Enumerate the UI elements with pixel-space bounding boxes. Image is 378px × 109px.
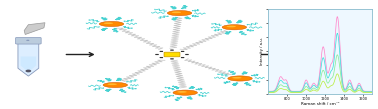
- Ellipse shape: [99, 21, 124, 27]
- Ellipse shape: [103, 82, 127, 88]
- Circle shape: [26, 40, 29, 41]
- Ellipse shape: [104, 22, 113, 24]
- Ellipse shape: [25, 70, 31, 72]
- Ellipse shape: [167, 10, 192, 16]
- Ellipse shape: [232, 77, 242, 79]
- FancyBboxPatch shape: [164, 52, 180, 57]
- FancyBboxPatch shape: [181, 57, 184, 58]
- FancyBboxPatch shape: [160, 57, 163, 58]
- Ellipse shape: [107, 83, 117, 85]
- FancyBboxPatch shape: [160, 51, 163, 52]
- FancyBboxPatch shape: [186, 54, 189, 55]
- Ellipse shape: [177, 91, 187, 93]
- Ellipse shape: [228, 76, 252, 81]
- Y-axis label: Intensity / a.u.: Intensity / a.u.: [260, 37, 264, 65]
- Polygon shape: [20, 56, 36, 72]
- FancyBboxPatch shape: [155, 54, 158, 55]
- FancyBboxPatch shape: [181, 51, 184, 52]
- Ellipse shape: [222, 25, 246, 30]
- FancyBboxPatch shape: [15, 37, 41, 44]
- Ellipse shape: [226, 26, 236, 27]
- X-axis label: Raman shift / cm⁻¹: Raman shift / cm⁻¹: [301, 102, 340, 106]
- Polygon shape: [18, 41, 39, 76]
- FancyBboxPatch shape: [170, 50, 174, 51]
- Polygon shape: [24, 23, 45, 34]
- Ellipse shape: [173, 90, 197, 95]
- FancyBboxPatch shape: [170, 58, 174, 59]
- Ellipse shape: [172, 12, 181, 13]
